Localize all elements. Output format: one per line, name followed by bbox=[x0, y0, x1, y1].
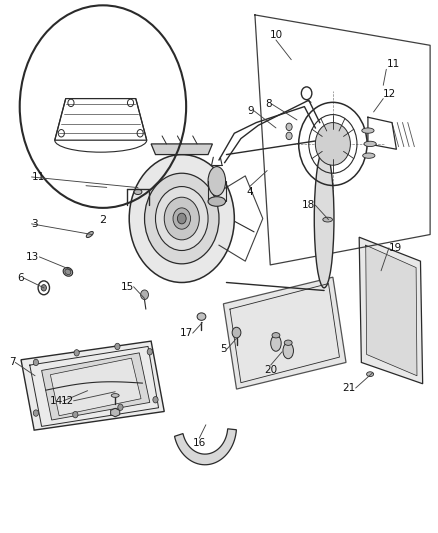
Text: 9: 9 bbox=[247, 106, 254, 116]
Text: 4: 4 bbox=[246, 187, 253, 197]
Ellipse shape bbox=[86, 231, 93, 238]
Circle shape bbox=[173, 208, 191, 229]
Polygon shape bbox=[151, 144, 212, 155]
Ellipse shape bbox=[314, 149, 334, 288]
Circle shape bbox=[118, 404, 123, 410]
Text: 8: 8 bbox=[265, 99, 272, 109]
Circle shape bbox=[129, 155, 234, 282]
Text: 2: 2 bbox=[99, 215, 106, 224]
Ellipse shape bbox=[111, 393, 119, 398]
Polygon shape bbox=[42, 353, 150, 420]
Polygon shape bbox=[50, 358, 141, 416]
Circle shape bbox=[232, 327, 241, 338]
Text: 18: 18 bbox=[302, 200, 315, 210]
Ellipse shape bbox=[323, 217, 332, 222]
Text: 12: 12 bbox=[60, 396, 74, 406]
Text: 15: 15 bbox=[120, 282, 134, 292]
Text: 7: 7 bbox=[9, 358, 15, 367]
Circle shape bbox=[155, 187, 208, 251]
Text: 16: 16 bbox=[193, 438, 206, 448]
Circle shape bbox=[147, 349, 152, 355]
Polygon shape bbox=[111, 408, 120, 417]
Circle shape bbox=[286, 123, 292, 131]
Text: 10: 10 bbox=[269, 30, 283, 40]
Polygon shape bbox=[174, 429, 237, 465]
Text: 12: 12 bbox=[383, 88, 396, 99]
Text: 6: 6 bbox=[18, 273, 24, 283]
Ellipse shape bbox=[197, 313, 206, 320]
Polygon shape bbox=[366, 245, 417, 376]
Text: 3: 3 bbox=[32, 219, 38, 229]
Text: 14: 14 bbox=[50, 396, 64, 406]
Text: 11: 11 bbox=[386, 59, 399, 69]
Circle shape bbox=[164, 197, 199, 240]
Ellipse shape bbox=[65, 269, 71, 274]
Circle shape bbox=[177, 213, 186, 224]
Circle shape bbox=[115, 343, 120, 350]
Text: 5: 5 bbox=[220, 344, 227, 354]
Text: 19: 19 bbox=[389, 243, 402, 253]
Ellipse shape bbox=[208, 166, 226, 196]
Text: 11: 11 bbox=[32, 172, 45, 182]
Circle shape bbox=[145, 173, 219, 264]
Circle shape bbox=[286, 132, 292, 140]
Text: 20: 20 bbox=[264, 365, 277, 375]
Ellipse shape bbox=[134, 189, 142, 195]
Circle shape bbox=[153, 397, 158, 403]
Ellipse shape bbox=[362, 128, 374, 133]
Circle shape bbox=[73, 411, 78, 418]
Ellipse shape bbox=[208, 197, 226, 206]
Circle shape bbox=[33, 410, 39, 416]
Polygon shape bbox=[21, 341, 164, 430]
Circle shape bbox=[41, 285, 46, 291]
Circle shape bbox=[74, 350, 79, 356]
Polygon shape bbox=[359, 237, 423, 384]
Ellipse shape bbox=[272, 333, 280, 338]
Ellipse shape bbox=[367, 372, 374, 376]
Ellipse shape bbox=[284, 340, 292, 345]
Circle shape bbox=[315, 123, 350, 165]
Text: 17: 17 bbox=[180, 328, 193, 338]
Ellipse shape bbox=[283, 343, 293, 359]
Ellipse shape bbox=[364, 141, 376, 147]
Text: 13: 13 bbox=[26, 252, 39, 262]
Circle shape bbox=[141, 290, 148, 300]
Polygon shape bbox=[223, 277, 346, 389]
Ellipse shape bbox=[271, 335, 281, 351]
Circle shape bbox=[33, 359, 39, 366]
Text: 21: 21 bbox=[343, 383, 356, 393]
Ellipse shape bbox=[63, 268, 73, 276]
Ellipse shape bbox=[363, 153, 375, 158]
